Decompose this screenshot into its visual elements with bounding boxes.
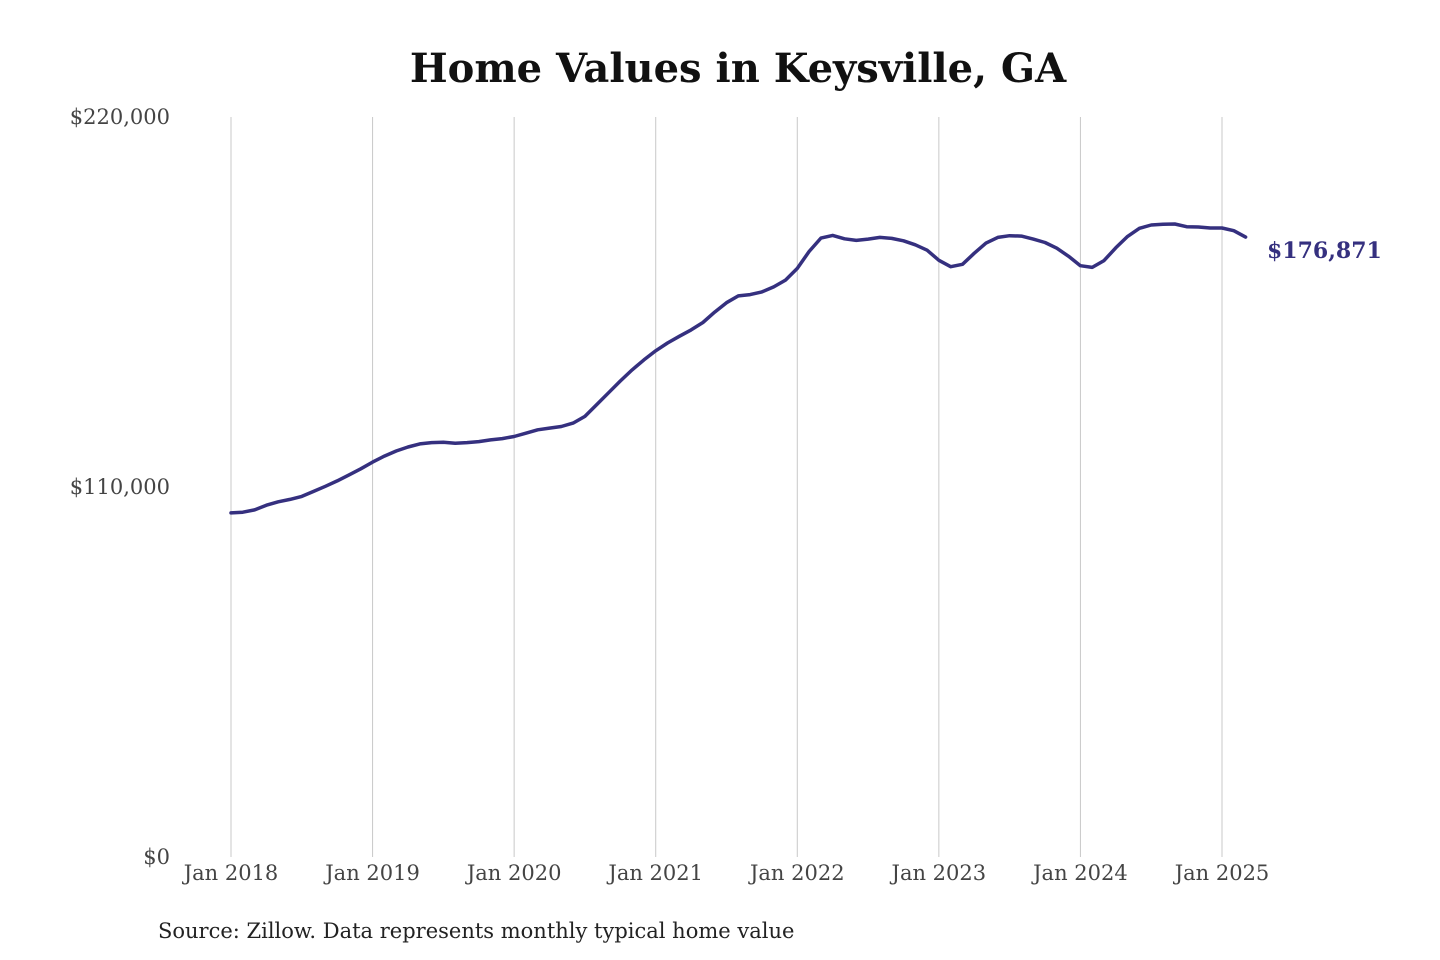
y-tick-label: $0 bbox=[143, 845, 170, 869]
x-tick-label: Jan 2021 bbox=[606, 861, 703, 885]
source-note: Source: Zillow. Data represents monthly … bbox=[158, 919, 794, 943]
y-axis: $0 $110,000 $220,000 bbox=[70, 105, 170, 869]
y-tick-label: $110,000 bbox=[70, 475, 170, 499]
x-tick-label: Jan 2025 bbox=[1173, 861, 1270, 885]
y-tick-label: $220,000 bbox=[70, 105, 170, 129]
x-tick-label: Jan 2019 bbox=[323, 861, 420, 885]
chart-title: Home Values in Keysville, GA bbox=[410, 45, 1067, 92]
grid-lines bbox=[230, 117, 1223, 857]
x-tick-label: Jan 2020 bbox=[465, 861, 562, 885]
series-line bbox=[229, 222, 1248, 515]
x-tick-label: Jan 2018 bbox=[182, 861, 279, 885]
x-tick-label: Jan 2023 bbox=[890, 861, 987, 885]
x-axis: Jan 2018 Jan 2019 Jan 2020 Jan 2021 Jan 2022… bbox=[182, 861, 1270, 885]
x-tick-label: Jan 2022 bbox=[748, 861, 845, 885]
end-value-label: $176,871 bbox=[1267, 238, 1382, 264]
x-tick-label: Jan 2024 bbox=[1031, 861, 1128, 885]
